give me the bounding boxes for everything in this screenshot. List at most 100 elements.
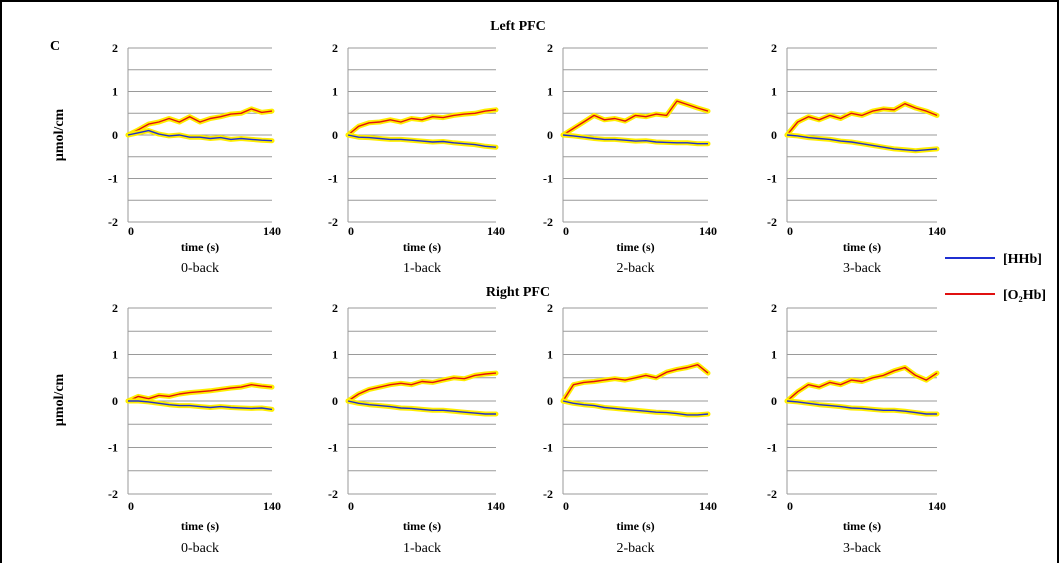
x-axis-label: time (s) xyxy=(843,240,881,254)
y-axis-label: µmol/cm xyxy=(52,108,67,161)
y-tick-label: 0 xyxy=(112,394,118,408)
condition-label: 3-back xyxy=(843,261,881,276)
y-tick-label: 1 xyxy=(547,348,553,362)
x-tick-label: 0 xyxy=(348,224,354,238)
y-tick-label: 2 xyxy=(771,41,777,55)
chart-panel: -2 -1 0 1 2 0 140 time (s) 1-back xyxy=(328,41,505,276)
series-line xyxy=(562,364,709,402)
series-line xyxy=(127,108,273,136)
ci-band xyxy=(345,398,499,417)
y-tick-label: -1 xyxy=(767,441,777,455)
x-axis-label: time (s) xyxy=(616,240,654,254)
condition-label: 2-back xyxy=(616,541,654,556)
ci-band xyxy=(560,98,711,138)
series-line xyxy=(347,372,497,402)
y-tick-label: 1 xyxy=(547,85,553,99)
legend-label: [O₂Hb] xyxy=(1003,288,1046,303)
series-line xyxy=(347,109,497,136)
series-line xyxy=(347,134,497,148)
y-tick-label: 2 xyxy=(547,41,553,55)
y-tick-label: -1 xyxy=(108,172,118,186)
y-axis-label: µmol/cm xyxy=(52,373,67,426)
x-tick-label: 140 xyxy=(928,224,946,238)
y-tick-label: 0 xyxy=(771,128,777,142)
y-tick-label: 0 xyxy=(112,128,118,142)
row-title: Left PFC xyxy=(490,19,546,34)
y-tick-label: 0 xyxy=(332,394,338,408)
y-tick-label: 0 xyxy=(547,128,553,142)
chart-panel: -2 -1 0 1 2 0 140 time (s) 3-back xyxy=(767,41,946,276)
condition-label: 1-back xyxy=(403,541,441,556)
y-tick-label: 1 xyxy=(771,85,777,99)
series-line xyxy=(786,102,938,136)
chart-panel: -2 -1 0 1 2 0 140 time (s) 0-back xyxy=(108,41,281,276)
y-tick-label: -1 xyxy=(328,172,338,186)
y-tick-label: 2 xyxy=(332,301,338,315)
condition-label: 0-back xyxy=(181,541,219,556)
y-tick-label: -1 xyxy=(767,172,777,186)
y-tick-label: -1 xyxy=(543,441,553,455)
y-tick-label: -2 xyxy=(767,487,777,501)
series-line xyxy=(128,400,273,411)
y-tick-label: 1 xyxy=(332,348,338,362)
chart-panel: -2 -1 0 1 2 0 140 time (s) 1-back xyxy=(328,301,505,556)
y-tick-label: -1 xyxy=(108,441,118,455)
y-tick-label: -2 xyxy=(108,215,118,229)
y-tick-label: 1 xyxy=(112,348,118,362)
ci-band xyxy=(784,101,940,138)
ci-band xyxy=(560,398,711,418)
y-tick-label: 2 xyxy=(332,41,338,55)
condition-label: 1-back xyxy=(403,261,441,276)
x-axis-label: time (s) xyxy=(181,240,219,254)
chart-panel: -2 -1 0 1 2 0 140 time (s) 2-back xyxy=(543,41,717,276)
x-tick-label: 0 xyxy=(128,224,134,238)
y-tick-label: 2 xyxy=(771,301,777,315)
x-tick-label: 0 xyxy=(348,499,354,513)
x-tick-label: 140 xyxy=(699,499,717,513)
x-tick-label: 140 xyxy=(263,499,281,513)
x-axis-label: time (s) xyxy=(616,519,654,533)
legend: [HHb] [O₂Hb] xyxy=(945,252,1046,303)
series-line xyxy=(562,134,708,145)
y-tick-label: -1 xyxy=(543,172,553,186)
series-line xyxy=(127,129,273,142)
series-line xyxy=(786,366,938,402)
panel-label: C xyxy=(50,39,60,54)
x-tick-label: 0 xyxy=(563,499,569,513)
chart-panel: -2 -1 0 1 2 0 140 time (s) 3-back xyxy=(767,301,946,556)
chart-panel: -2 -1 0 1 2 0 140 time (s) 0-back xyxy=(108,301,281,556)
y-tick-label: -2 xyxy=(767,215,777,229)
series-line xyxy=(347,400,496,415)
condition-label: 0-back xyxy=(181,261,219,276)
series-line xyxy=(786,134,938,152)
y-tick-label: -2 xyxy=(328,487,338,501)
series-line xyxy=(562,100,709,136)
y-tick-label: 2 xyxy=(112,41,118,55)
row-title: Right PFC xyxy=(486,285,550,300)
x-tick-label: 0 xyxy=(787,224,793,238)
x-axis-label: time (s) xyxy=(181,519,219,533)
y-tick-label: 0 xyxy=(332,128,338,142)
series-line xyxy=(786,400,937,415)
y-tick-label: -2 xyxy=(543,487,553,501)
legend-label: [HHb] xyxy=(1003,252,1042,267)
x-axis-label: time (s) xyxy=(403,519,441,533)
x-tick-label: 140 xyxy=(263,224,281,238)
x-tick-label: 0 xyxy=(128,499,134,513)
series-line xyxy=(562,400,709,416)
y-tick-label: 1 xyxy=(112,85,118,99)
x-tick-label: 140 xyxy=(928,499,946,513)
condition-label: 2-back xyxy=(616,261,654,276)
x-tick-label: 0 xyxy=(563,224,569,238)
y-tick-label: -2 xyxy=(328,215,338,229)
y-tick-label: 1 xyxy=(771,348,777,362)
chart-panel: -2 -1 0 1 2 0 140 time (s) 2-back xyxy=(543,301,717,556)
y-tick-label: -2 xyxy=(543,215,553,229)
y-tick-label: 0 xyxy=(771,394,777,408)
condition-label: 3-back xyxy=(843,541,881,556)
x-axis-label: time (s) xyxy=(843,519,881,533)
x-tick-label: 140 xyxy=(487,224,505,238)
y-tick-label: -2 xyxy=(108,487,118,501)
